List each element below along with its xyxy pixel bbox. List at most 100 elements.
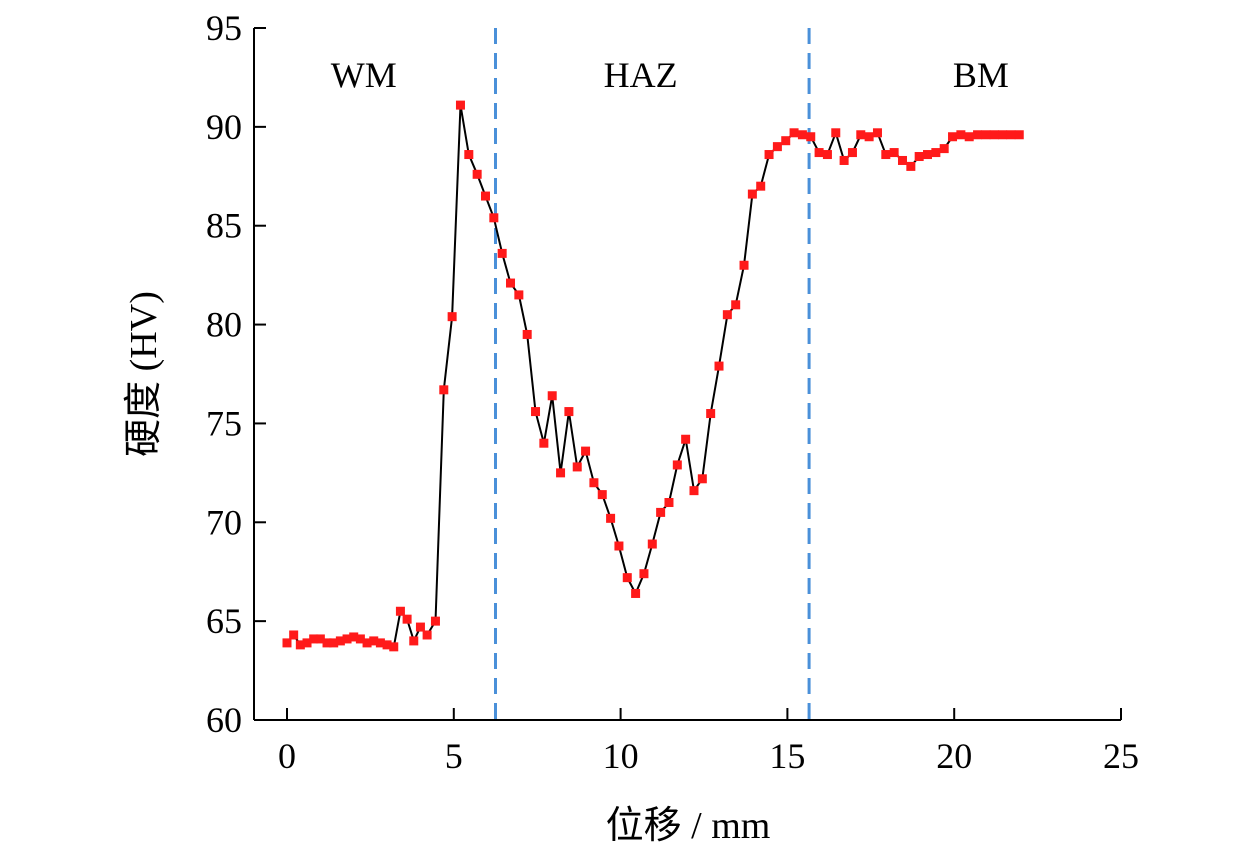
y-tick-label: 65: [206, 601, 242, 641]
data-point: [739, 260, 749, 270]
data-point: [539, 438, 549, 448]
y-tick-label: 70: [206, 502, 242, 542]
region-label-bm: BM: [953, 55, 1009, 95]
data-point: [989, 130, 999, 140]
data-point: [382, 640, 392, 650]
data-point: [981, 130, 991, 140]
x-tick-label: 20: [936, 736, 972, 776]
data-point: [681, 434, 691, 444]
data-point: [329, 638, 339, 648]
data-point: [914, 152, 924, 162]
data-point: [572, 462, 582, 472]
data-point: [556, 468, 566, 478]
data-point: [647, 539, 657, 549]
y-tick-label: 90: [206, 107, 242, 147]
data-point: [831, 128, 841, 138]
x-tick-label: 25: [1103, 736, 1139, 776]
data-point: [349, 632, 359, 642]
data-point: [480, 191, 490, 201]
y-tick-label: 95: [206, 8, 242, 48]
y-tick-label: 60: [206, 700, 242, 740]
data-point: [822, 150, 832, 160]
data-point: [606, 513, 616, 523]
data-point: [531, 407, 541, 417]
data-point: [764, 150, 774, 160]
data-point: [342, 634, 352, 644]
data-point: [639, 569, 649, 579]
data-point: [564, 407, 574, 417]
data-point: [335, 636, 345, 646]
data-point: [430, 616, 440, 626]
data-point: [309, 634, 319, 644]
data-point: [547, 391, 557, 401]
region-label-haz: HAZ: [604, 55, 678, 95]
x-tick-label: 10: [603, 736, 639, 776]
data-point: [906, 161, 916, 171]
data-point: [415, 622, 425, 632]
data-point: [369, 636, 379, 646]
data-point: [597, 490, 607, 500]
data-point: [781, 136, 791, 146]
region-label-wm: WM: [331, 55, 397, 95]
data-point: [355, 634, 365, 644]
y-axis-label: 硬度 (HV): [123, 291, 165, 457]
x-tick-label: 5: [445, 736, 463, 776]
data-point: [731, 300, 741, 310]
y-tick-label: 75: [206, 403, 242, 443]
data-point: [302, 638, 312, 648]
data-point: [897, 155, 907, 165]
zone-dividers: [494, 28, 811, 720]
data-point: [772, 142, 782, 152]
data-point: [295, 640, 305, 650]
data-point: [447, 312, 457, 322]
series-line-0: [286, 104, 1020, 649]
data-point: [789, 128, 799, 138]
data-point: [889, 148, 899, 158]
data-point: [1014, 130, 1024, 140]
data-point: [747, 189, 757, 199]
data-point: [689, 486, 699, 496]
data-point: [973, 130, 983, 140]
data-point: [409, 636, 419, 646]
data-point: [872, 128, 882, 138]
data-point: [948, 132, 958, 142]
data-point: [964, 132, 974, 142]
data-point: [931, 148, 941, 158]
data-point: [497, 248, 507, 258]
data-point: [315, 634, 325, 644]
labels: 位移 / mm 硬度 (HV) WM HAZ BM: [123, 55, 1009, 847]
x-axis-label: 位移 / mm: [606, 805, 771, 847]
data-point: [389, 642, 399, 652]
data-point: [375, 638, 385, 648]
data-point: [881, 150, 891, 160]
data-point: [362, 638, 372, 648]
data-point: [923, 150, 933, 160]
data-point: [998, 130, 1008, 140]
data-point: [581, 446, 591, 456]
data-point: [614, 541, 624, 551]
y-tick-label: 85: [206, 206, 242, 246]
data-point: [282, 638, 292, 648]
data-point: [722, 310, 732, 320]
data-point: [706, 409, 716, 419]
x-tick-label: 15: [769, 736, 805, 776]
data-point: [664, 498, 674, 508]
data-point: [464, 150, 474, 160]
data-point: [622, 573, 632, 583]
data-point: [956, 130, 966, 140]
data-point: [847, 148, 857, 158]
data-point: [856, 130, 866, 140]
data-point: [839, 155, 849, 165]
data-point: [806, 132, 816, 142]
data-point: [289, 630, 299, 640]
data-point: [797, 130, 807, 140]
data-point: [514, 290, 524, 300]
data-point: [402, 614, 412, 624]
data-point: [489, 213, 499, 223]
data-point: [631, 588, 641, 598]
data-point: [697, 474, 707, 484]
data-point: [814, 148, 824, 158]
data-point: [714, 361, 724, 371]
axes: 60 65 70 75 80 85 90 95 0 5 10 15 20 25: [206, 8, 1139, 776]
